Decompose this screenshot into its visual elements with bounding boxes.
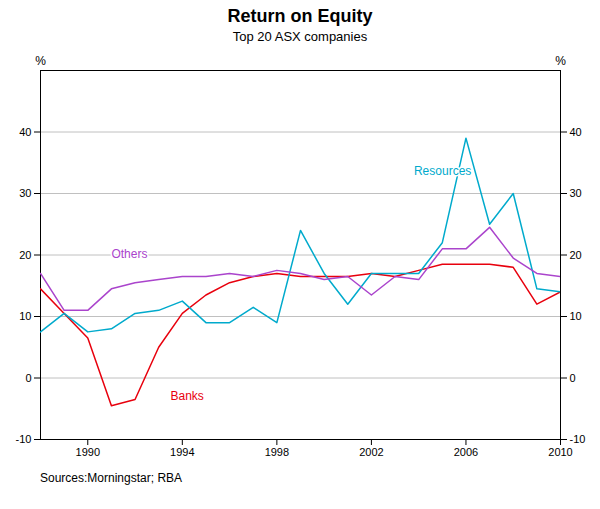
svg-text:%: % (555, 54, 566, 68)
svg-text:2006: 2006 (454, 446, 478, 458)
svg-text:30: 30 (19, 187, 31, 199)
svg-text:40: 40 (19, 126, 31, 138)
svg-text:10: 10 (19, 310, 31, 322)
svg-text:20: 20 (19, 249, 31, 261)
svg-text:0: 0 (25, 372, 31, 384)
svg-text:20: 20 (570, 249, 582, 261)
svg-text:-10: -10 (16, 433, 32, 445)
svg-text:2010: 2010 (548, 446, 572, 458)
html-text:Return on Equity: Return on Equity (227, 6, 373, 26)
svg-text:-10: -10 (570, 433, 586, 445)
svg-text:10: 10 (570, 310, 582, 322)
svg-text:0: 0 (570, 372, 576, 384)
svg-text:1990: 1990 (76, 446, 100, 458)
svg-text:%: % (35, 54, 46, 68)
svg-text:1994: 1994 (170, 446, 194, 458)
svg-text:30: 30 (570, 187, 582, 199)
svg-text:40: 40 (570, 126, 582, 138)
html-text:Sources:Morningstar; RBA: Sources:Morningstar; RBA (40, 471, 183, 485)
svg-text:1998: 1998 (265, 446, 289, 458)
svg-text:Resources: Resources (414, 164, 471, 178)
svg-text:2002: 2002 (359, 446, 383, 458)
svg-text:Banks: Banks (171, 389, 204, 403)
html-text:Top 20 ASX companies: Top 20 ASX companies (232, 29, 368, 44)
svg-text:Others: Others (111, 247, 147, 261)
